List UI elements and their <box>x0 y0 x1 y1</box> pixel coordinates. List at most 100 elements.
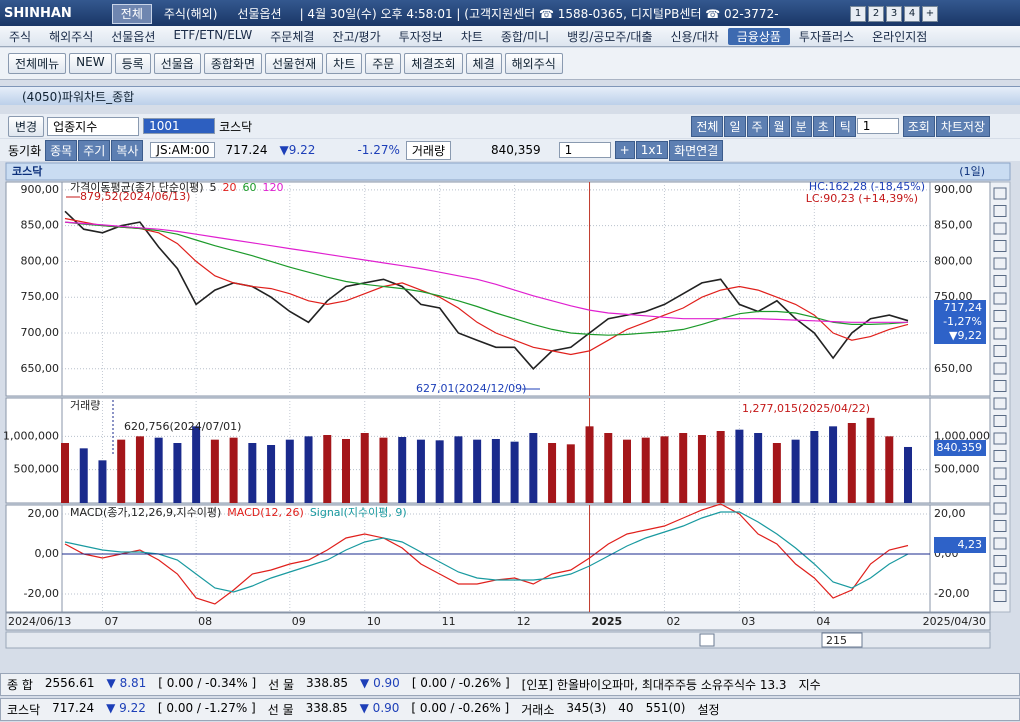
period-buttons-item[interactable]: 전체 <box>691 115 724 137</box>
y-tick-label: 900,00 <box>21 183 60 196</box>
menu-item[interactable]: 종합/미니 <box>500 29 550 44</box>
status-1-item[interactable]: 338.85 <box>306 676 349 690</box>
volume-bar <box>904 446 912 503</box>
status-1-item[interactable]: 2556.61 <box>44 676 95 690</box>
tool-buttons-item[interactable]: 차트 <box>326 53 363 74</box>
tool-buttons-item[interactable]: 해외주식 <box>504 53 563 74</box>
menu-item[interactable]: 금융상품 <box>727 27 790 45</box>
x-tick-label: 12 <box>517 615 531 628</box>
tool-buttons-item[interactable]: 종합화면 <box>203 53 262 74</box>
tool-icon <box>993 205 1007 217</box>
tool-buttons-item[interactable]: 체결 <box>465 53 502 74</box>
top-buttons-item[interactable]: + <box>922 5 938 22</box>
current-label: 4,23 <box>958 538 983 551</box>
y-tick-label-right: 1,000,000 <box>934 429 990 442</box>
y-tick-label: 20,00 <box>28 507 60 520</box>
status-2-item[interactable]: ▼ 0.90 <box>359 701 400 715</box>
sync-buttons-item[interactable]: 복사 <box>111 139 144 161</box>
top-buttons-item[interactable]: 2 <box>868 5 884 22</box>
tool-icon <box>993 432 1007 445</box>
volume-bar <box>61 443 69 503</box>
volume-bar <box>79 448 88 503</box>
status-2-item[interactable]: 338.85 <box>305 701 348 715</box>
top-buttons-item[interactable]: 1 <box>850 5 866 22</box>
status-2-item[interactable]: [ 0.00 / -0.26% ] <box>411 701 510 715</box>
tool-buttons-item[interactable]: NEW <box>69 53 112 74</box>
menu-item[interactable]: 주식 <box>9 29 32 44</box>
status-2-item[interactable]: [ 0.00 / -1.27% ] <box>157 701 256 715</box>
status-1-item[interactable]: ▼ 8.81 <box>106 676 147 690</box>
y-tick-label-right: 800,00 <box>934 254 973 267</box>
change-button[interactable]: 변경 <box>8 115 45 137</box>
tool-buttons-item[interactable]: 주문 <box>365 53 402 74</box>
x-axis <box>5 612 991 631</box>
legend-entry: 5 <box>210 181 217 194</box>
status-1-item[interactable]: 지수 <box>798 678 821 692</box>
menu-item[interactable]: 투자정보 <box>398 29 443 44</box>
status-2-item[interactable]: ▼ 9.22 <box>106 701 146 715</box>
plus-button[interactable]: + <box>614 141 635 159</box>
period-buttons-item[interactable]: 주 <box>746 115 768 137</box>
tool-buttons-item[interactable]: 등록 <box>114 53 151 74</box>
status-1-item[interactable]: ▼ 0.90 <box>360 676 400 690</box>
tabs-item[interactable]: 주식(해외) <box>163 6 218 21</box>
status-2-item[interactable]: 거래소 <box>521 703 555 717</box>
status-1-item[interactable]: 종 합 <box>7 678 33 692</box>
code-input[interactable]: 1001 <box>143 118 216 134</box>
volume-bar <box>267 445 276 503</box>
period-buttons-item[interactable]: 일 <box>724 115 746 137</box>
top-buttons-item[interactable]: 3 <box>886 5 902 22</box>
status-2-item[interactable]: 설정 <box>697 703 720 717</box>
tool-icon <box>993 502 1007 515</box>
pane-title: 거래량 <box>70 399 100 412</box>
status-1-item[interactable]: 선 물 <box>268 678 295 692</box>
legend-title: 가격이동평균(종가 단순이평) <box>70 181 204 194</box>
menu-item[interactable]: 뱅킹/공모주/대출 <box>567 29 653 44</box>
menu-item[interactable]: 온라인지점 <box>872 29 928 44</box>
period-buttons-item[interactable]: 초 <box>812 115 834 137</box>
status-1-item[interactable]: [ 0.00 / -0.34% ] <box>158 676 257 690</box>
status-2-item[interactable]: 선 물 <box>267 703 294 717</box>
menu-item[interactable]: 해외주식 <box>49 29 94 44</box>
tool-icon <box>993 555 1007 567</box>
save-button[interactable]: 차트저장 <box>935 115 990 137</box>
period-buttons-item[interactable]: 분 <box>790 115 812 137</box>
menu-item[interactable]: 선물옵션 <box>111 29 156 44</box>
link-button[interactable]: 화면연결 <box>669 139 724 161</box>
rate: -1.27% <box>357 143 400 157</box>
status-2-item[interactable]: 551(0) <box>645 701 686 715</box>
layout-button[interactable]: 1x1 <box>635 141 669 159</box>
tabs-item[interactable]: 전체 <box>111 3 152 24</box>
sync-buttons-item[interactable]: 종목 <box>45 139 78 161</box>
market-select[interactable]: 업종지수 <box>47 116 140 136</box>
status-2-item[interactable]: 717.24 <box>52 701 95 715</box>
tool-buttons-item[interactable]: 체결조회 <box>404 53 463 74</box>
status-2-item[interactable]: 40 <box>618 701 634 715</box>
tool-buttons-item[interactable]: 전체메뉴 <box>8 53 67 74</box>
menu-item[interactable]: 잔고/평가 <box>332 29 381 44</box>
menu-item[interactable]: 주문체결 <box>270 29 315 44</box>
y-tick-label-right: 750,00 <box>934 290 973 303</box>
menu-item[interactable]: ETF/ETN/ELW <box>173 27 253 42</box>
tool-buttons-item[interactable]: 선물현재 <box>265 53 324 74</box>
tabs-item[interactable]: 선물옵션 <box>237 6 282 21</box>
sync-buttons-item[interactable]: 주기 <box>78 139 111 161</box>
tool-buttons-item[interactable]: 선물옵 <box>153 53 201 74</box>
volume-bar <box>566 444 575 503</box>
y-tick-label-right: -20,00 <box>934 587 969 600</box>
query-button[interactable]: 조회 <box>902 115 935 137</box>
status-1-item[interactable]: [인포] 한올바이오파마, 최대주주등 소유주식수 13.3 <box>521 678 787 692</box>
menu-item[interactable]: 투자플러스 <box>798 29 855 44</box>
status-2-item[interactable]: 345(3) <box>566 701 607 715</box>
menu-item[interactable]: 신용/대차 <box>670 29 719 44</box>
period-buttons-item[interactable]: 틱 <box>834 115 856 137</box>
menu-item[interactable]: 차트 <box>460 29 483 44</box>
n-select[interactable]: 1 <box>558 142 611 158</box>
period-buttons-item[interactable]: 월 <box>768 115 790 137</box>
count-input[interactable]: 1 <box>856 118 899 134</box>
status-1-item[interactable]: [ 0.00 / -0.26% ] <box>411 676 510 690</box>
status-2-item[interactable]: 코스닥 <box>7 703 41 717</box>
volume-bar <box>210 439 219 503</box>
tool-icon <box>993 590 1007 602</box>
top-buttons-item[interactable]: 4 <box>904 5 920 22</box>
